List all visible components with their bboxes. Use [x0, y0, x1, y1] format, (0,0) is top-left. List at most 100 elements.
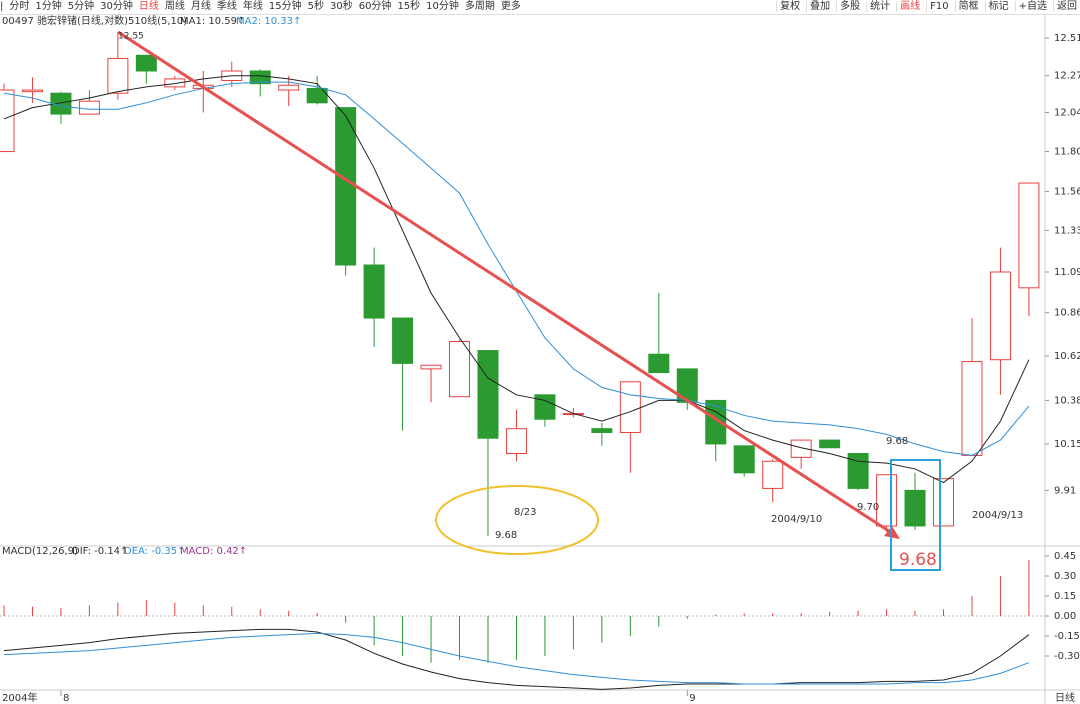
- annotation: 9.68: [886, 436, 908, 447]
- trend-line: [117, 30, 896, 537]
- toolbar-button[interactable]: 月线: [190, 1, 211, 12]
- annotation: 2004/9/13: [972, 510, 1023, 521]
- x-tick-label: 8: [63, 693, 69, 704]
- candle-body: [762, 460, 784, 489]
- y-tick-label: -0.30: [1054, 651, 1080, 662]
- x-label: 2004年: [2, 691, 37, 704]
- toolbar-button[interactable]: 30秒: [329, 1, 353, 12]
- y-tick-label: 0.30: [1054, 571, 1076, 582]
- candle-body: [989, 271, 1011, 361]
- annotation: 12.55: [118, 32, 144, 42]
- highlight-box: [890, 459, 941, 571]
- y-tick-label: 0.15: [1054, 591, 1076, 602]
- toolbar: | 分时 1分钟 5分钟 30分钟 日线 周线 月线 季线 年线 15分钟 5秒 30秒 60分钟 15秒 1…: [0, 0, 1080, 15]
- legend-ma1: MA1: 10.59↑: [180, 16, 245, 27]
- toolbar-button[interactable]: 更多: [500, 1, 521, 12]
- toolbar-button[interactable]: 周线: [164, 1, 185, 12]
- candle-body: [78, 100, 100, 115]
- annotation: 9.70: [857, 502, 879, 513]
- toolbar-button[interactable]: 标记: [984, 1, 1012, 12]
- y-tick-label: 10.15: [1054, 439, 1080, 450]
- x-tick-label: 9: [689, 693, 695, 704]
- candle-body: [306, 87, 328, 104]
- series-line: [3, 75, 1030, 484]
- chart-title: 00497 驰宏锌锗(日线,对数): [2, 14, 128, 27]
- candle-body: [733, 445, 755, 474]
- tool-buttons: 复权 叠加 多股 统计 画线 F10 简框 标记 +自选 返回: [773, 0, 1080, 14]
- toolbar-button[interactable]: 简框: [954, 1, 982, 12]
- marks: 12.51 12.27 12.04 11.80 11.56 11.33 11.09 10.86…: [0, 31, 1080, 704]
- annotation: 8/23: [514, 507, 536, 518]
- toolbar-button[interactable]: 多股: [836, 1, 864, 12]
- candle-body: [790, 439, 812, 458]
- candle-body: [933, 478, 955, 527]
- candle-body: [392, 317, 414, 364]
- candle-body: [107, 57, 129, 94]
- toolbar-button[interactable]: 5秒: [307, 1, 324, 12]
- candle-body: [335, 107, 357, 266]
- toolbar-button[interactable]: 30分钟: [100, 1, 133, 12]
- candle-body: [420, 364, 442, 370]
- period-tabs: | 分时 1分钟 5分钟 30分钟 日线 周线 月线 季线 年线 15分钟 5秒 30秒 60分钟 15秒 1…: [0, 0, 527, 14]
- series-line: [3, 81, 1030, 456]
- candle-body: [591, 428, 613, 433]
- y-tick-label: 10.62: [1054, 351, 1080, 362]
- annotation: 2004/9/10: [771, 514, 822, 525]
- toolbar-button[interactable]: |: [0, 1, 4, 12]
- toolbar-button[interactable]: F10: [926, 1, 952, 12]
- legend-dif: DIF: -0.14↑: [72, 546, 128, 557]
- candle-body: [505, 428, 527, 455]
- macd-title: MACD(12,26,9): [2, 546, 78, 557]
- candle-body: [164, 78, 186, 88]
- y-tick-label: 12.27: [1054, 71, 1080, 82]
- toolbar-button[interactable]: 15秒: [397, 1, 421, 12]
- toolbar-button[interactable]: +自选: [1014, 1, 1050, 12]
- y-tick-label: 0.00: [1054, 611, 1076, 622]
- toolbar-button[interactable]: 5分钟: [67, 1, 95, 12]
- candle-body: [648, 353, 670, 374]
- toolbar-button[interactable]: 日线: [138, 1, 159, 12]
- toolbar-button[interactable]: 多周期: [464, 1, 495, 12]
- toolbar-button[interactable]: 1分钟: [35, 1, 62, 12]
- toolbar-button[interactable]: 60分钟: [358, 1, 392, 12]
- legend-ma2: MA2: 10.33↑: [236, 16, 301, 27]
- candle-body: [847, 453, 869, 489]
- annotation: 9.68: [495, 530, 517, 541]
- y-tick-label: 12.04: [1054, 107, 1080, 118]
- highlight-ellipse: [435, 485, 599, 555]
- toolbar-button[interactable]: 统计: [866, 1, 894, 12]
- toolbar-button[interactable]: 季线: [216, 1, 237, 12]
- toolbar-button[interactable]: 返回: [1053, 1, 1080, 12]
- candle-body: [961, 361, 983, 456]
- legend-dea: DEA: -0.35↑: [124, 546, 185, 557]
- candle-body: [477, 350, 499, 439]
- candle-body: [619, 381, 641, 433]
- y-tick-label: 9.91: [1054, 485, 1076, 496]
- candle-body: [21, 89, 43, 93]
- legend-macd: MACD: 0.42↑: [180, 546, 247, 557]
- toolbar-button[interactable]: 分时: [9, 1, 30, 12]
- toolbar-button[interactable]: 年线: [242, 1, 263, 12]
- candle-body: [449, 340, 471, 398]
- series-line: [3, 632, 1030, 685]
- y-tick-label: 12.51: [1054, 33, 1080, 44]
- toolbar-button[interactable]: 叠加: [806, 1, 834, 12]
- toolbar-button[interactable]: 画线: [896, 1, 924, 12]
- toolbar-button[interactable]: 复权: [776, 1, 804, 12]
- y-tick-label: 11.56: [1054, 186, 1080, 197]
- candle-body: [1018, 182, 1040, 289]
- candle-body: [0, 89, 15, 153]
- y-tick-label: 10.86: [1054, 308, 1080, 319]
- candle-body: [278, 84, 300, 91]
- annotation-big: 9.68: [899, 550, 937, 570]
- y-tick-label: 11.09: [1054, 267, 1080, 278]
- indicator-name: 510线(5,10): [128, 14, 187, 27]
- toolbar-button[interactable]: 10分钟: [426, 1, 459, 12]
- series-line: [3, 628, 1030, 690]
- toolbar-button[interactable]: 15分钟: [268, 1, 302, 12]
- y-tick-label: 10.38: [1054, 395, 1080, 406]
- period-label: 日线: [1055, 691, 1075, 704]
- y-tick-label: -0.15: [1054, 631, 1080, 642]
